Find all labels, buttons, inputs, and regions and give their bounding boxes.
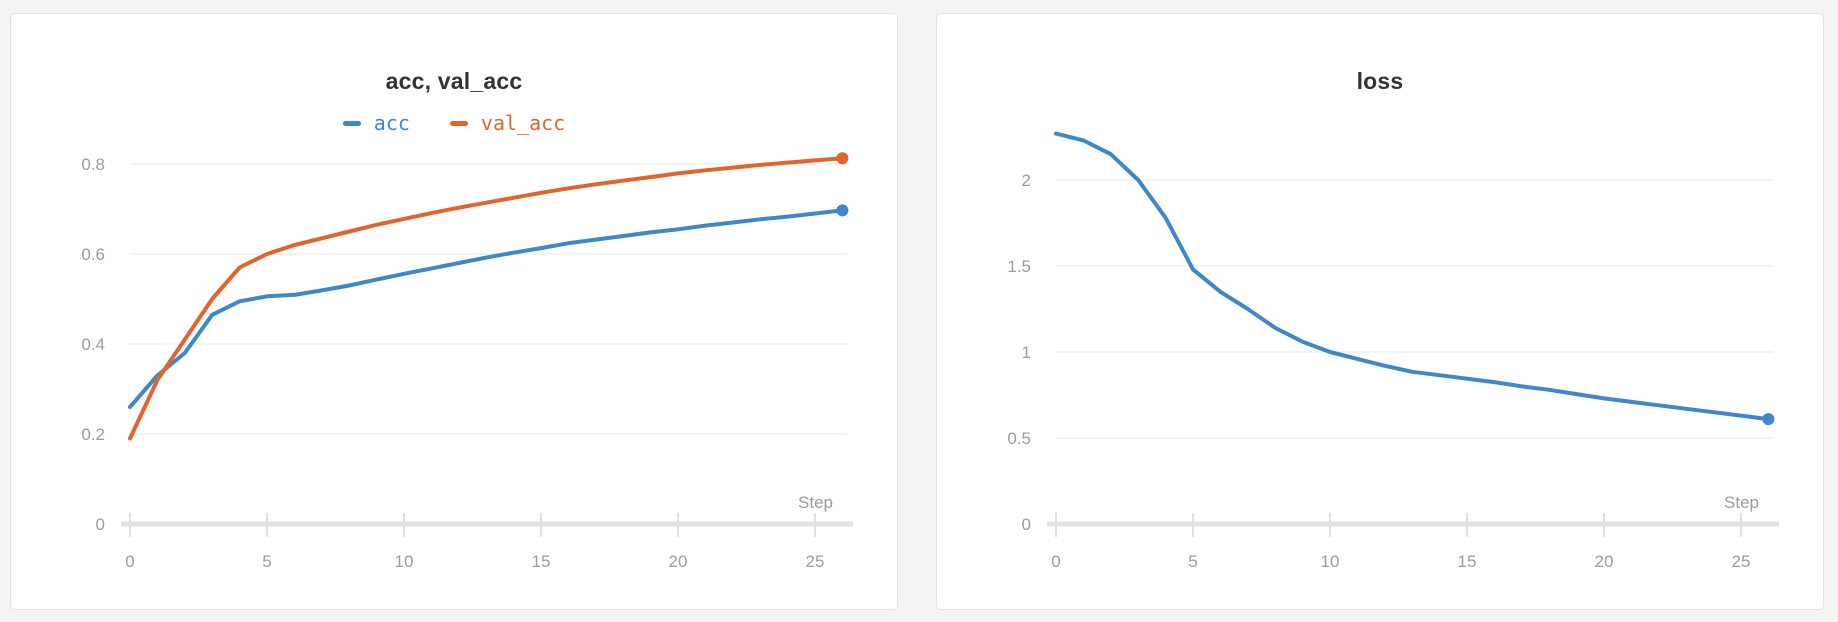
legend-label-acc: acc <box>373 111 410 135</box>
loss-chart-title: loss <box>1356 68 1404 94</box>
val-acc-series-swatch-icon <box>449 120 468 126</box>
legend-item-acc: acc <box>342 111 410 135</box>
svg-text:0: 0 <box>1051 552 1060 571</box>
svg-text:Step: Step <box>798 493 833 512</box>
svg-text:5: 5 <box>1188 552 1197 571</box>
svg-text:0: 0 <box>96 515 105 534</box>
svg-text:25: 25 <box>1732 552 1751 571</box>
svg-text:0: 0 <box>1022 515 1031 534</box>
legend-item-val-acc: val_acc <box>449 111 566 135</box>
svg-text:2: 2 <box>1022 171 1031 190</box>
svg-text:1.5: 1.5 <box>1007 257 1031 276</box>
acc-val-acc-chart-title: acc, val_acc <box>385 68 523 94</box>
svg-text:5: 5 <box>262 552 271 571</box>
svg-text:20: 20 <box>669 552 688 571</box>
svg-text:10: 10 <box>395 552 414 571</box>
acc-val-acc-legend: acc val_acc <box>11 113 897 133</box>
svg-text:0.2: 0.2 <box>81 425 105 444</box>
svg-text:20: 20 <box>1595 552 1614 571</box>
acc-val-acc-chart-plot[interactable]: 0 0.2 0.4 0.6 0.8 0 5 10 15 20 25 Step <box>11 14 899 611</box>
svg-text:10: 10 <box>1321 552 1340 571</box>
loss-panel: 0 0.5 1 1.5 2 0 5 10 15 20 25 Step loss <box>936 13 1824 610</box>
svg-text:0: 0 <box>125 552 134 571</box>
svg-text:15: 15 <box>532 552 551 571</box>
svg-text:25: 25 <box>806 552 825 571</box>
svg-text:Step: Step <box>1724 493 1759 512</box>
svg-text:15: 15 <box>1458 552 1477 571</box>
acc-val-acc-panel: 0 0.2 0.4 0.6 0.8 0 5 10 15 20 25 Step acc, val_acc… <box>10 13 898 610</box>
svg-text:0.4: 0.4 <box>81 335 105 354</box>
svg-text:0.6: 0.6 <box>81 245 105 264</box>
legend-label-val-acc: val_acc <box>480 111 566 135</box>
acc-series-swatch-icon <box>342 120 361 126</box>
svg-text:0.5: 0.5 <box>1007 429 1031 448</box>
svg-text:1: 1 <box>1022 343 1031 362</box>
svg-text:0.8: 0.8 <box>81 155 105 174</box>
